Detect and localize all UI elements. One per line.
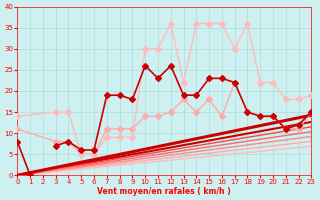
X-axis label: Vent moyen/en rafales ( km/h ): Vent moyen/en rafales ( km/h )	[98, 187, 231, 196]
